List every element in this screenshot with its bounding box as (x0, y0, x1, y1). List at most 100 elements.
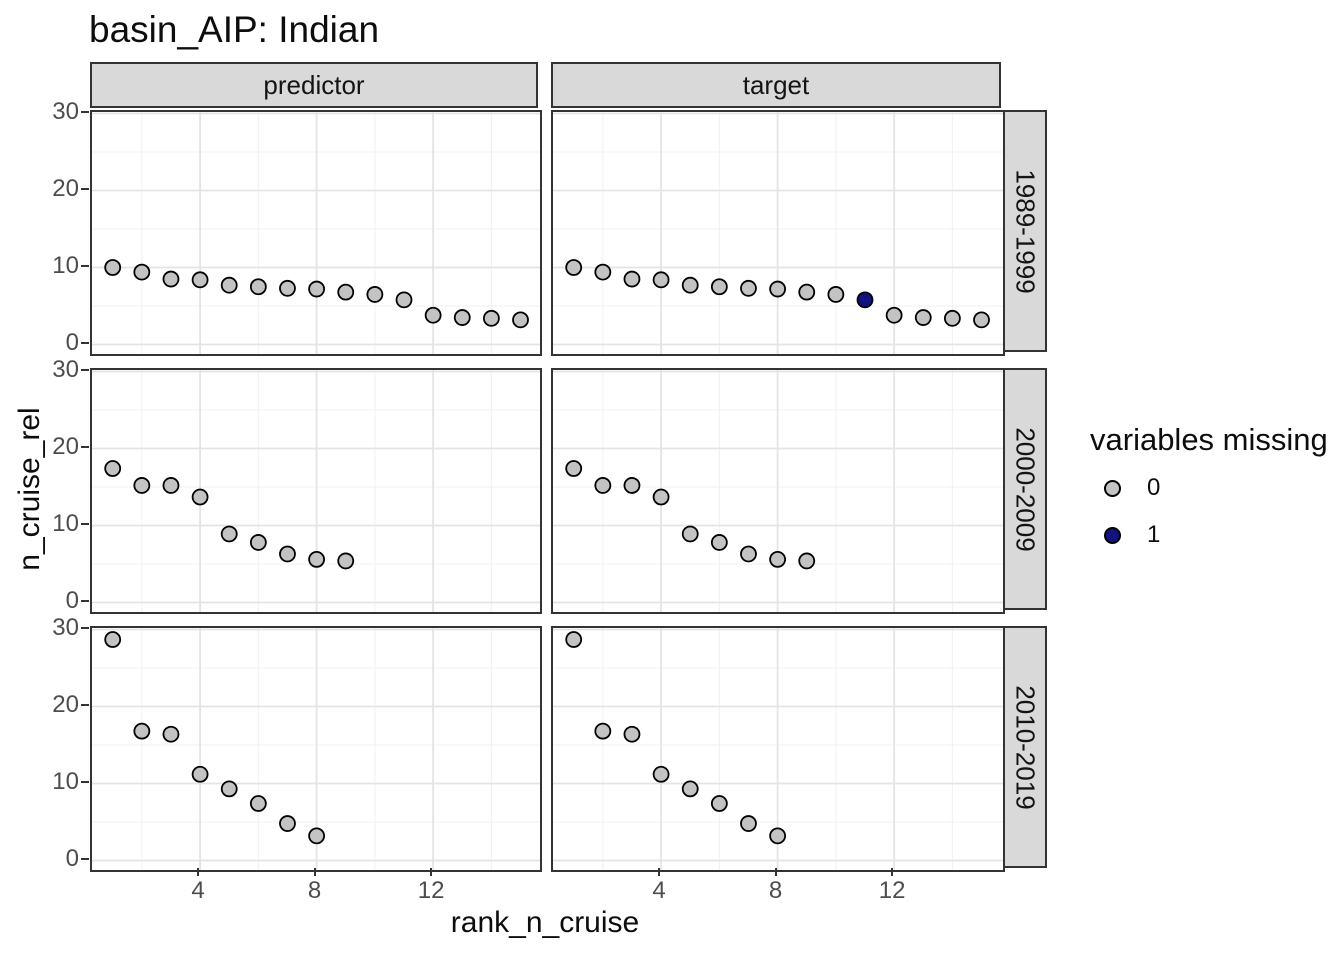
legend: variables missing 0 1 (1090, 422, 1328, 548)
data-point (104, 631, 122, 648)
x-tick-label: 4 (191, 877, 205, 904)
data-point (652, 765, 670, 783)
data-point (710, 795, 728, 812)
panel-target-2010-2019 (551, 626, 1005, 872)
legend-item-1: 1 (1104, 521, 1160, 549)
data-point (769, 827, 787, 845)
data-point (652, 488, 670, 506)
y-tick-label: 30 (52, 613, 79, 641)
data-point (856, 291, 874, 309)
data-point (220, 525, 238, 543)
data-point (220, 276, 238, 294)
y-tick-label: 0 (65, 844, 79, 872)
data-point (337, 552, 355, 570)
data-point (424, 306, 442, 324)
facet-col-label: target (742, 69, 810, 100)
facet-col-strip-predictor: predictor (90, 62, 538, 108)
data-point (308, 280, 326, 298)
data-point (279, 545, 296, 563)
y-tick-mark (81, 599, 89, 602)
y-tick-mark (81, 187, 89, 190)
data-point (681, 780, 699, 798)
panel-predictor-2010-2019 (90, 626, 542, 872)
x-tick-mark (774, 868, 777, 876)
data-point (798, 283, 816, 301)
data-point (512, 311, 529, 329)
x-tick-label: 8 (307, 877, 322, 904)
data-point (565, 631, 583, 648)
data-point (769, 550, 787, 568)
facet-row-label: 1989-1999 (1010, 168, 1041, 294)
y-tick-label: 20 (52, 690, 79, 718)
data-point (395, 291, 413, 309)
data-point (133, 263, 151, 281)
x-tick-mark (430, 868, 433, 876)
facet-col-label: predictor (263, 69, 365, 100)
plot-title: basin_AIP: Indian (89, 9, 380, 50)
facet-row-strip-1989-1999: 1989-1999 (1003, 110, 1047, 352)
legend-title: variables missing (1090, 422, 1328, 457)
data-point (594, 477, 612, 494)
data-point (594, 722, 612, 740)
data-point (681, 276, 699, 294)
data-point (191, 765, 209, 783)
data-point (133, 477, 151, 494)
y-tick-mark (81, 264, 89, 267)
data-point (740, 279, 757, 297)
legend-item-label: 1 (1147, 521, 1161, 548)
data-point (740, 545, 757, 563)
panel-predictor-2000-2009 (90, 368, 542, 614)
data-point (220, 780, 238, 798)
x-tick-mark (891, 868, 894, 876)
y-tick-label: 10 (52, 509, 79, 537)
data-point (249, 534, 267, 551)
x-tick-label: 4 (652, 877, 666, 904)
data-point (482, 309, 500, 327)
data-point (565, 259, 583, 276)
y-tick-mark (81, 780, 89, 783)
legend-item-0: 0 (1104, 474, 1160, 502)
data-point (249, 795, 267, 812)
data-point (623, 477, 641, 494)
data-point (191, 488, 209, 506)
data-point (710, 534, 728, 551)
data-point (279, 815, 296, 832)
data-point (133, 722, 151, 740)
y-tick-label: 20 (52, 432, 79, 460)
data-point (565, 460, 583, 477)
x-tick-label: 12 (878, 877, 906, 904)
data-point (594, 263, 612, 281)
panel-target-2000-2009 (551, 368, 1005, 614)
y-tick-mark (81, 626, 89, 629)
data-point (623, 270, 641, 288)
y-tick-label: 30 (52, 97, 79, 125)
y-tick-mark (81, 857, 89, 860)
data-point (366, 286, 384, 303)
y-tick-mark (81, 341, 89, 344)
panel-target-1989-1999 (551, 110, 1005, 356)
y-tick-label: 30 (52, 355, 79, 383)
data-point (104, 460, 122, 477)
data-point (162, 270, 180, 288)
data-point (162, 725, 180, 743)
data-point (914, 309, 932, 326)
y-axis-title: n_cruise_rel (13, 407, 46, 571)
data-point (798, 552, 816, 570)
legend-key-circle-grey (1104, 479, 1121, 497)
data-point (249, 278, 267, 296)
data-point (740, 815, 757, 832)
x-axis-title: rank_n_cruise (450, 906, 640, 939)
data-point (710, 278, 728, 296)
data-point (827, 286, 845, 303)
facet-col-strip-target: target (551, 62, 1001, 108)
y-tick-label: 0 (65, 328, 79, 356)
facet-row-label: 2010-2019 (1010, 684, 1041, 810)
y-tick-label: 10 (52, 251, 79, 279)
x-tick-mark (658, 868, 661, 876)
data-point (308, 827, 326, 845)
legend-item-label: 0 (1147, 474, 1161, 501)
data-point (104, 259, 122, 276)
facet-row-label: 2000-2009 (1010, 426, 1041, 552)
y-tick-label: 0 (65, 586, 79, 614)
